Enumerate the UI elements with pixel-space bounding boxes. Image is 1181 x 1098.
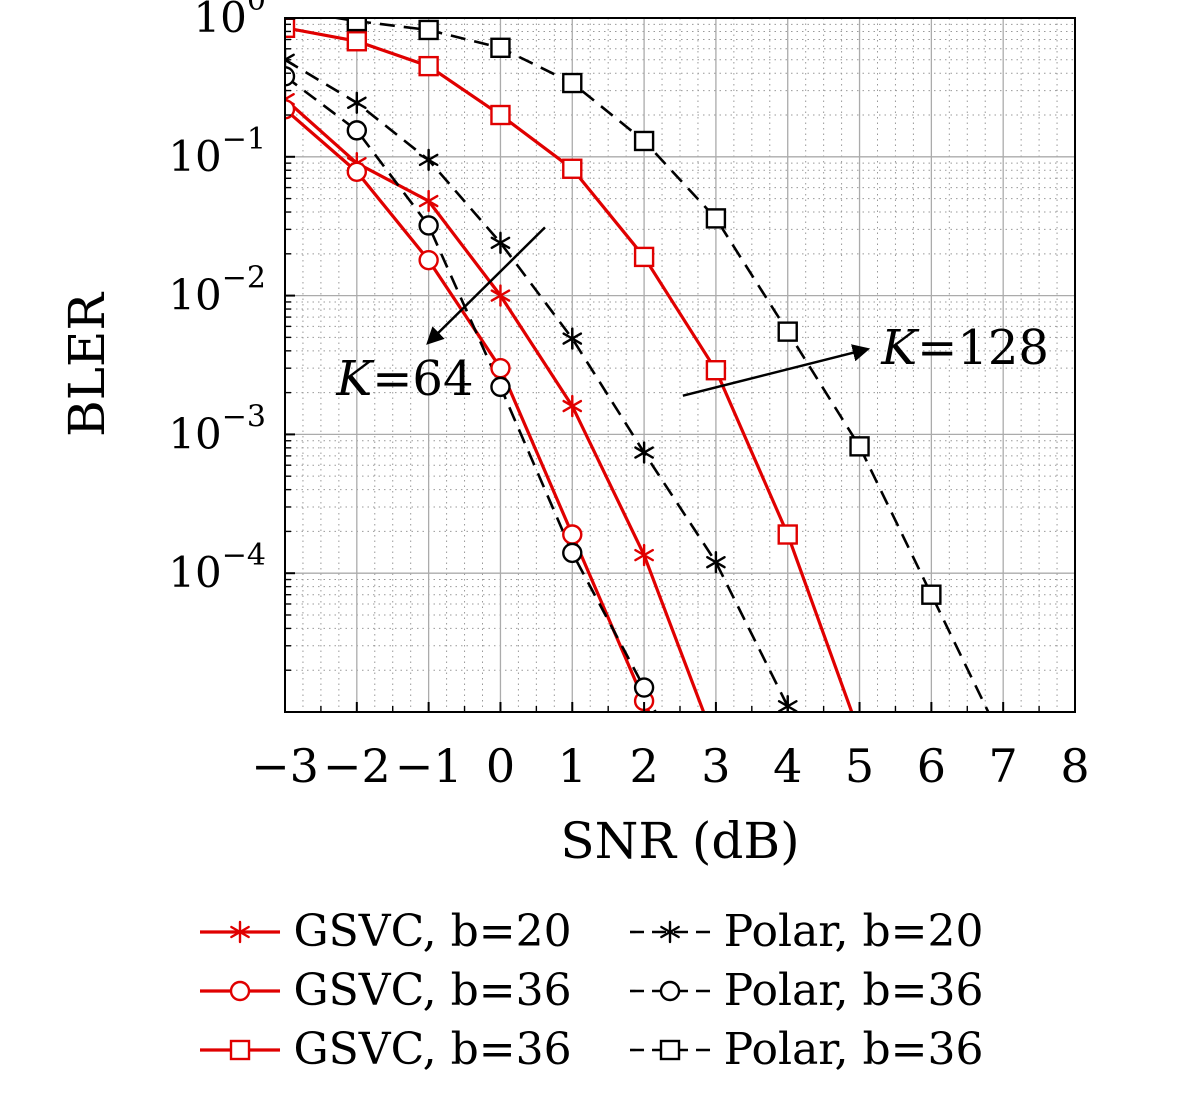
- svg-text:K=128: K=128: [880, 320, 1049, 376]
- svg-text:−2: −2: [323, 739, 391, 793]
- legend-item-polar-b36-circle: Polar, b=36: [628, 965, 984, 1016]
- black-dashed-asterisk-sample-icon: [629, 920, 710, 943]
- svg-text:−3: −3: [251, 739, 319, 793]
- y-axis-label: BLER: [58, 292, 116, 437]
- svg-text:8: 8: [1060, 739, 1089, 793]
- legend-label: GSVC, b=36: [293, 1024, 572, 1075]
- svg-text:1: 1: [558, 739, 587, 793]
- svg-text:−1: −1: [395, 739, 463, 793]
- x-axis-label: SNR (dB): [560, 812, 799, 870]
- red-solid-circle-sample-icon: [199, 980, 280, 1001]
- legend-item-gsvc-b20: GSVC, b=20: [198, 906, 572, 957]
- svg-text:5: 5: [845, 739, 874, 793]
- svg-text:10−4: 10−4: [168, 538, 266, 597]
- axes: −3 −2 −1 0 1 2 3 4 5 6 7 8 100 10−1 10−2 10−3 10−4 SNR (d…: [58, 0, 1090, 870]
- svg-text:10−1: 10−1: [168, 122, 266, 181]
- svg-text:2: 2: [629, 739, 658, 793]
- black-dashed-circle-sample-icon: [629, 980, 710, 1001]
- bler-vs-snr-chart: K=64 K=128 −3 −2 −1 0 1 2 3 4 5 6 7 8 100 10−1 10−2 10−3 1…: [58, 0, 1090, 870]
- svg-text:7: 7: [989, 739, 1018, 793]
- legend-label: Polar, b=36: [723, 965, 984, 1016]
- svg-text:10−2: 10−2: [168, 261, 266, 320]
- legend-item-polar-b36-square: Polar, b=36: [628, 1024, 984, 1075]
- red-solid-square-sample-icon: [199, 1039, 280, 1060]
- svg-text:4: 4: [773, 739, 802, 793]
- legend-label: Polar, b=20: [723, 906, 984, 957]
- svg-text:0: 0: [486, 739, 515, 793]
- red-solid-asterisk-sample-icon: [199, 920, 280, 943]
- chart-legend: GSVC, b=20 Polar, b=20 GSVC, b=36 Polar,…: [198, 906, 984, 1075]
- svg-text:3: 3: [701, 739, 730, 793]
- legend-item-gsvc-b36-circle: GSVC, b=36: [198, 965, 572, 1016]
- legend-item-polar-b20: Polar, b=20: [628, 906, 984, 957]
- curves: [285, 18, 990, 712]
- legend-label: Polar, b=36: [723, 1024, 984, 1075]
- svg-text:K=64: K=64: [335, 351, 473, 407]
- legend-item-gsvc-b36-square: GSVC, b=36: [198, 1024, 572, 1075]
- svg-text:100: 100: [193, 0, 266, 42]
- svg-text:6: 6: [917, 739, 946, 793]
- annotations: K=64 K=128: [335, 226, 1049, 407]
- legend-label: GSVC, b=20: [293, 906, 572, 957]
- legend-label: GSVC, b=36: [293, 965, 572, 1016]
- black-dashed-square-sample-icon: [629, 1039, 710, 1060]
- svg-text:10−3: 10−3: [168, 399, 266, 458]
